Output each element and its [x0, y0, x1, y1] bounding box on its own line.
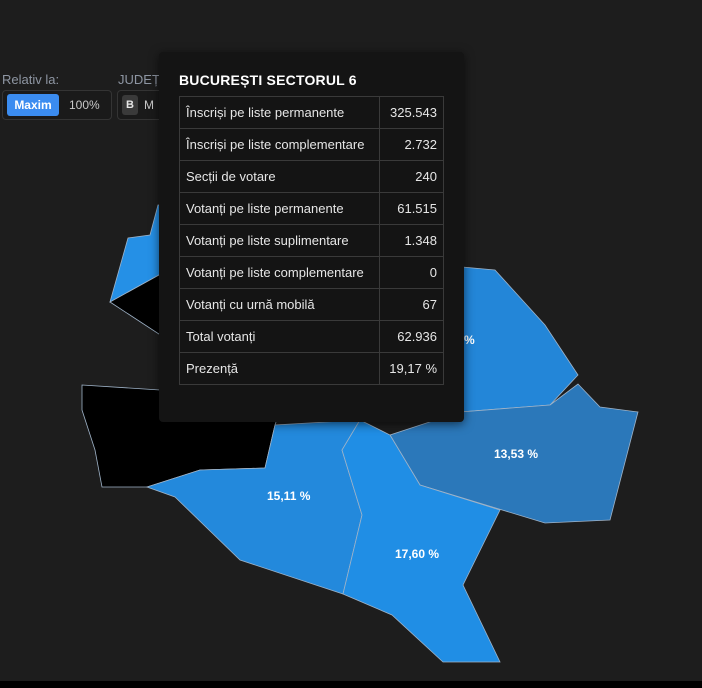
row-value: 1.348: [379, 224, 444, 257]
table-row: Secții de votare 240: [178, 160, 444, 193]
bottom-edge: [0, 681, 702, 688]
map-sector-4[interactable]: [341, 419, 501, 663]
row-value: 67: [379, 288, 444, 321]
table-row: Total votanți 62.936: [178, 320, 444, 353]
table-row: Votanți cu urnă mobilă 67: [178, 288, 444, 321]
table-row: Prezență 19,17 %: [178, 352, 444, 385]
row-label: Secții de votare: [178, 160, 381, 193]
row-value: 0: [379, 256, 444, 289]
row-value: 325.543: [379, 96, 444, 129]
row-label: Înscriși pe liste complementare: [178, 128, 381, 161]
row-label: Votanți cu urnă mobilă: [178, 288, 381, 321]
sector-tooltip: BUCUREȘTI SECTORUL 6 Înscriși pe liste p…: [159, 52, 464, 422]
table-row: Înscriși pe liste permanente 325.543: [178, 96, 444, 129]
row-label: Votanți pe liste complementare: [178, 256, 381, 289]
judet-b-button[interactable]: B: [122, 95, 138, 115]
percent-100-button[interactable]: 100%: [65, 94, 104, 116]
relativ-toggle-group: Maxim 100%: [2, 90, 112, 120]
row-value: 62.936: [379, 320, 444, 353]
row-label: Total votanți: [178, 320, 381, 353]
map-label-sector-4: 17,60 %: [395, 547, 439, 561]
row-label: Prezență: [178, 352, 381, 385]
map-label-sector-2: %: [464, 333, 475, 347]
row-label: Votanți pe liste suplimentare: [178, 224, 381, 257]
row-label: Înscriși pe liste permanente: [178, 96, 381, 129]
table-row: Votanți pe liste permanente 61.515: [178, 192, 444, 225]
table-row: Votanți pe liste complementare 0: [178, 256, 444, 289]
map-label-sector-5: 15,11 %: [267, 489, 311, 503]
tooltip-title: BUCUREȘTI SECTORUL 6: [179, 72, 357, 88]
judet-option-text[interactable]: M: [144, 98, 154, 112]
judet-label: JUDEȚ: [118, 72, 160, 87]
maxim-button[interactable]: Maxim: [7, 94, 59, 116]
table-row: Votanți pe liste suplimentare 1.348: [178, 224, 444, 257]
row-value: 2.732: [379, 128, 444, 161]
row-value: 240: [379, 160, 444, 193]
row-label: Votanți pe liste permanente: [178, 192, 381, 225]
row-value: 19,17 %: [379, 352, 444, 385]
relativ-label: Relativ la:: [2, 72, 60, 87]
row-value: 61.515: [379, 192, 444, 225]
table-row: Înscriși pe liste complementare 2.732: [178, 128, 444, 161]
map-label-sector-3: 13,53 %: [494, 447, 538, 461]
tooltip-stats-table: Înscriși pe liste permanente 325.543 Îns…: [178, 96, 444, 385]
